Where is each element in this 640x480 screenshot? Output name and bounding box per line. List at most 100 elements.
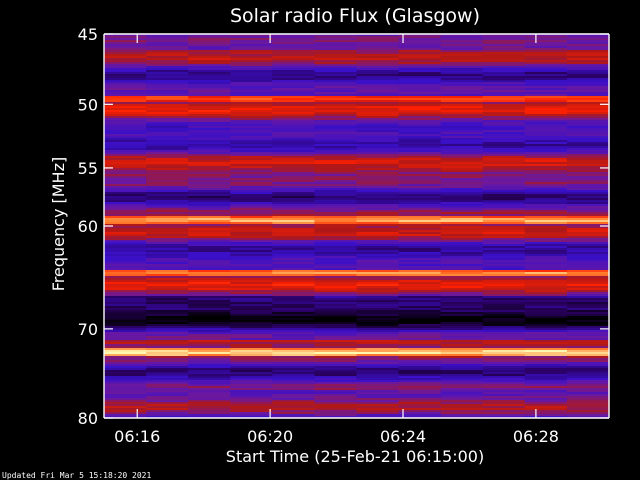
heatmap-cell	[482, 38, 526, 41]
heatmap-cell	[482, 260, 526, 263]
heatmap-cell	[482, 326, 526, 329]
heatmap-cell	[272, 254, 315, 257]
heatmap-cell	[356, 334, 400, 337]
heatmap-cell	[314, 184, 358, 187]
heatmap-cell	[188, 338, 231, 341]
heatmap-cell	[482, 148, 526, 151]
heatmap-cell	[230, 186, 273, 189]
heatmap-cell	[230, 42, 273, 45]
heatmap-cell	[440, 162, 484, 165]
heatmap-cell	[524, 406, 568, 409]
heatmap-cell	[566, 366, 610, 369]
heatmap-cell	[482, 100, 526, 103]
heatmap-cell	[104, 212, 147, 215]
heatmap-cell	[398, 340, 442, 343]
heatmap-cell	[146, 166, 189, 169]
heatmap-cell	[314, 56, 358, 59]
heatmap-cell	[440, 158, 484, 161]
heatmap-cell	[188, 264, 231, 267]
heatmap-cell	[104, 358, 147, 361]
heatmap-cell	[356, 42, 400, 45]
heatmap-cell	[146, 212, 189, 215]
heatmap-cell	[104, 38, 147, 41]
heatmap-cell	[272, 326, 315, 329]
heatmap-cell	[104, 150, 147, 153]
heatmap-cell	[146, 52, 189, 55]
heatmap-cell	[398, 300, 442, 303]
heatmap-cell	[356, 216, 400, 219]
heatmap-cell	[482, 226, 526, 229]
heatmap-cell	[440, 198, 484, 201]
heatmap-cell	[356, 126, 400, 129]
heatmap-cell	[440, 192, 484, 195]
heatmap-cell	[272, 234, 315, 237]
heatmap-cell	[356, 268, 400, 271]
heatmap-cell	[146, 116, 189, 119]
heatmap-cell	[440, 34, 484, 37]
heatmap-cell	[314, 388, 358, 391]
heatmap-cell	[230, 364, 273, 367]
heatmap-cell	[146, 300, 189, 303]
heatmap-cell	[482, 136, 526, 139]
heatmap-cell	[356, 272, 400, 275]
heatmap-cell	[188, 156, 231, 159]
heatmap-cell	[356, 292, 400, 295]
heatmap-cell	[104, 132, 147, 135]
heatmap-cell	[230, 118, 273, 121]
heatmap-cell	[440, 414, 484, 417]
heatmap-cell	[524, 122, 568, 125]
heatmap-cell	[188, 226, 231, 229]
heatmap-cell	[524, 108, 568, 111]
heatmap-cell	[398, 176, 442, 179]
heatmap-cell	[272, 236, 315, 239]
heatmap-cell	[482, 104, 526, 107]
heatmap-cell	[104, 396, 147, 399]
heatmap-cell	[146, 208, 189, 211]
heatmap-cell	[482, 94, 526, 97]
heatmap-cell	[104, 188, 147, 191]
heatmap-cell	[524, 296, 568, 299]
heatmap-cell	[188, 282, 231, 285]
heatmap-cell	[482, 168, 526, 171]
heatmap-cell	[104, 342, 147, 345]
heatmap-cell	[440, 70, 484, 73]
heatmap-cell	[314, 168, 358, 171]
heatmap-cell	[440, 194, 484, 197]
heatmap-cell	[566, 374, 610, 377]
heatmap-cell	[482, 330, 526, 333]
heatmap-cell	[356, 96, 400, 99]
heatmap-cell	[356, 404, 400, 407]
heatmap-cell	[398, 390, 442, 393]
heatmap-cell	[314, 264, 358, 267]
heatmap-cell	[188, 394, 231, 397]
heatmap-cell	[314, 326, 358, 329]
heatmap-cell	[104, 284, 147, 287]
heatmap-cell	[104, 190, 147, 193]
heatmap-cell	[146, 384, 189, 387]
heatmap-cell	[188, 194, 231, 197]
heatmap-cell	[566, 184, 610, 187]
heatmap-cell	[440, 288, 484, 291]
heatmap-cell	[188, 136, 231, 139]
heatmap-cell	[272, 252, 315, 255]
heatmap-cell	[188, 296, 231, 299]
heatmap-cell	[440, 182, 484, 185]
heatmap-cell	[566, 354, 610, 357]
heatmap-cell	[104, 234, 147, 237]
heatmap-cell	[314, 144, 358, 147]
heatmap-cell	[146, 354, 189, 357]
heatmap-cell	[440, 372, 484, 375]
heatmap-cell	[146, 334, 189, 337]
heatmap-cell	[272, 212, 315, 215]
heatmap-cell	[482, 150, 526, 153]
heatmap-cell	[314, 240, 358, 243]
heatmap-cell	[482, 334, 526, 337]
heatmap-cell	[146, 62, 189, 65]
heatmap-cell	[482, 378, 526, 381]
heatmap-cell	[188, 322, 231, 325]
heatmap-cell	[104, 228, 147, 231]
heatmap-cell	[314, 320, 358, 323]
heatmap-cell	[104, 86, 147, 89]
heatmap-cell	[440, 336, 484, 339]
heatmap-cell	[440, 342, 484, 345]
